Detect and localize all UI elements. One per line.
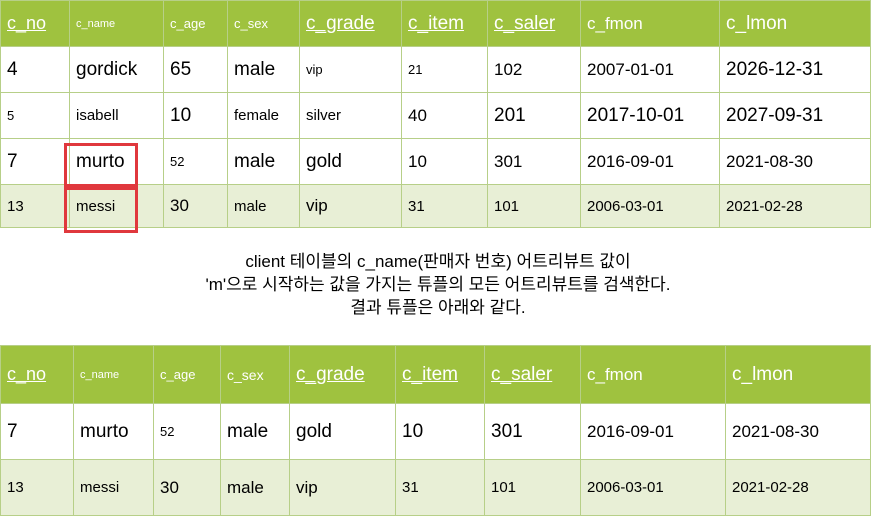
cell-c_fmon: 2016-09-01 — [580, 138, 720, 185]
cell-c_lmon: 2026-12-31 — [719, 46, 871, 93]
cell-c_fmon: 2017-10-01 — [580, 92, 720, 139]
caption-line: client 테이블의 c_name(판매자 번호) 어트리뷰트 값이 — [245, 252, 631, 271]
cell-c_item: 31 — [395, 459, 485, 516]
cell-c_age: 30 — [163, 184, 228, 228]
cell-c_age: 30 — [153, 459, 221, 516]
result-table: c_no c_name c_age c_sex c_grade c_item c… — [0, 345, 871, 516]
column-header-c_fmon: c_fmon — [580, 0, 720, 47]
highlight-box-messi — [64, 187, 138, 233]
column-header-c_sex: c_sex — [227, 0, 300, 47]
column-header-c_no: c_no — [0, 345, 74, 404]
cell-c_saler: 201 — [487, 92, 581, 139]
table-row: 7 murto 52 male gold 10 301 2016-09-01 2… — [0, 403, 871, 460]
cell-c_fmon: 2006-03-01 — [580, 184, 720, 228]
cell-c_lmon: 2021-08-30 — [719, 138, 871, 185]
column-header-c_lmon: c_lmon — [725, 345, 871, 404]
column-header-c_age: c_age — [163, 0, 228, 47]
cell-c_no: 7 — [0, 403, 74, 460]
cell-c_item: 10 — [401, 138, 488, 185]
cell-c_saler: 101 — [484, 459, 581, 516]
cell-c_name: murto — [73, 403, 154, 460]
column-header-c_sex: c_sex — [220, 345, 290, 404]
cell-c_fmon: 2006-03-01 — [580, 459, 726, 516]
cell-c_sex: female — [227, 92, 300, 139]
cell-c_name: isabell — [69, 92, 164, 139]
cell-c_sex: male — [220, 403, 290, 460]
cell-c_sex: male — [227, 46, 300, 93]
caption-line: 'm'으로 시작하는 값을 가지는 튜플의 모든 어트리뷰트를 검색한다. — [205, 275, 671, 294]
table-row: 13 messi 30 male vip 31 101 2006-03-01 2… — [0, 459, 871, 516]
cell-c_grade: gold — [289, 403, 396, 460]
cell-c_saler: 101 — [487, 184, 581, 228]
cell-c_item: 40 — [401, 92, 488, 139]
cell-c_age: 65 — [163, 46, 228, 93]
cell-c_no: 5 — [0, 92, 70, 139]
cell-c_lmon: 2021-02-28 — [725, 459, 871, 516]
cell-c_saler: 301 — [487, 138, 581, 185]
cell-c_age: 10 — [163, 92, 228, 139]
header-row: c_no c_name c_age c_sex c_grade c_item c… — [0, 0, 871, 47]
column-header-c_saler: c_saler — [484, 345, 581, 404]
cell-c_lmon: 2021-02-28 — [719, 184, 871, 228]
cell-c_fmon: 2016-09-01 — [580, 403, 726, 460]
cell-c_saler: 301 — [484, 403, 581, 460]
caption-line: 결과 튜플은 아래와 같다. — [350, 298, 526, 317]
caption: client 테이블의 c_name(판매자 번호) 어트리뷰트 값이 'm'으… — [0, 250, 876, 319]
cell-c_name: messi — [73, 459, 154, 516]
cell-c_grade: silver — [299, 92, 402, 139]
cell-c_item: 31 — [401, 184, 488, 228]
cell-c_no: 4 — [0, 46, 70, 93]
cell-c_grade: gold — [299, 138, 402, 185]
cell-c_sex: male — [220, 459, 290, 516]
cell-c_lmon: 2027-09-31 — [719, 92, 871, 139]
cell-c_sex: male — [227, 184, 300, 228]
cell-c_grade: vip — [289, 459, 396, 516]
column-header-c_age: c_age — [153, 345, 221, 404]
cell-c_name: gordick — [69, 46, 164, 93]
column-header-c_grade: c_grade — [289, 345, 396, 404]
cell-c_item: 10 — [395, 403, 485, 460]
cell-c_no: 13 — [0, 184, 70, 228]
header-row: c_no c_name c_age c_sex c_grade c_item c… — [0, 345, 871, 404]
column-header-c_item: c_item — [395, 345, 485, 404]
cell-c_no: 7 — [0, 138, 70, 185]
cell-c_grade: vip — [299, 184, 402, 228]
table-row: 13 messi 30 male vip 31 101 2006-03-01 2… — [0, 184, 871, 228]
cell-c_age: 52 — [153, 403, 221, 460]
column-header-c_item: c_item — [401, 0, 488, 47]
cell-c_age: 52 — [163, 138, 228, 185]
column-header-c_fmon: c_fmon — [580, 345, 726, 404]
table-row: 4 gordick 65 male vip 21 102 2007-01-01 … — [0, 46, 871, 93]
column-header-c_grade: c_grade — [299, 0, 402, 47]
column-header-c_name: c_name — [69, 0, 164, 47]
client-table: c_no c_name c_age c_sex c_grade c_item c… — [0, 0, 871, 228]
table-row: 5 isabell 10 female silver 40 201 2017-1… — [0, 92, 871, 139]
cell-c_fmon: 2007-01-01 — [580, 46, 720, 93]
column-header-c_name: c_name — [73, 345, 154, 404]
column-header-c_no: c_no — [0, 0, 70, 47]
cell-c_no: 13 — [0, 459, 74, 516]
table-row: 7 murto 52 male gold 10 301 2016-09-01 2… — [0, 138, 871, 185]
cell-c_lmon: 2021-08-30 — [725, 403, 871, 460]
cell-c_item: 21 — [401, 46, 488, 93]
cell-c_saler: 102 — [487, 46, 581, 93]
cell-c_sex: male — [227, 138, 300, 185]
cell-c_grade: vip — [299, 46, 402, 93]
highlight-box-murto — [64, 143, 138, 187]
column-header-c_lmon: c_lmon — [719, 0, 871, 47]
column-header-c_saler: c_saler — [487, 0, 581, 47]
